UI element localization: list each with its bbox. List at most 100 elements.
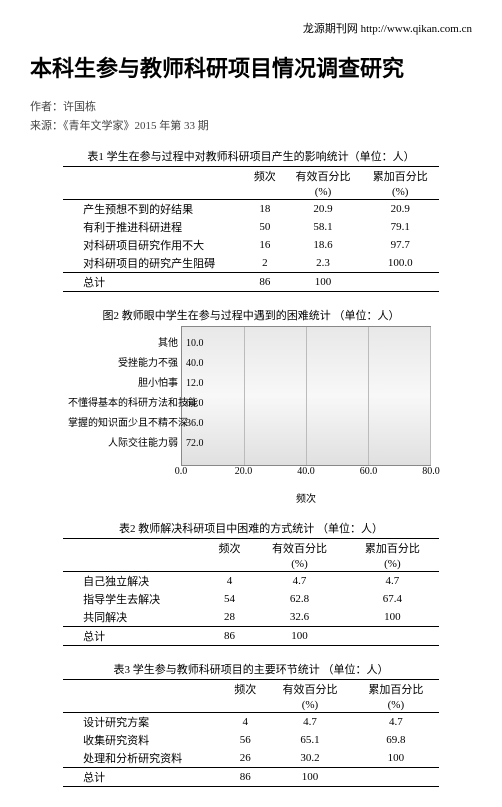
cell: 50 <box>245 218 284 236</box>
x-tick: 80.0 <box>422 466 440 477</box>
cell: 对科研项目的研究产生阻碍 <box>63 254 245 273</box>
t3-total-1: 86 <box>223 768 267 787</box>
table2: 频次 有效百分比 累加百分比 (%) (%) 自己独立解决44.74.7指导学生… <box>63 538 439 646</box>
chart-caption: 图2 教师眼中学生在参与过程中遇到的困难统计 （单位：人） <box>30 307 472 323</box>
t2-u3: (%) <box>346 557 439 572</box>
t1-u3: (%) <box>362 185 439 200</box>
grid-line <box>306 327 307 465</box>
t2-h3: 累加百分比 <box>346 539 439 558</box>
t2-total-label: 总计 <box>63 627 206 646</box>
cell: 32.6 <box>253 608 346 627</box>
bar-label: 胆小怕事 <box>68 377 182 391</box>
table-row: 处理和分析研究资料2630.2100 <box>63 749 439 768</box>
t3-u2: (%) <box>267 698 353 713</box>
t2-u2: (%) <box>253 557 346 572</box>
cell: 指导学生去解决 <box>63 590 206 608</box>
cell: 20.9 <box>362 200 439 219</box>
cell: 67.4 <box>346 590 439 608</box>
cell: 54 <box>206 590 253 608</box>
bar-label: 掌握的知识面少且不精不深 <box>68 417 182 431</box>
cell: 4.7 <box>346 572 439 591</box>
x-tick: 60.0 <box>360 466 378 477</box>
t3-h1: 频次 <box>223 680 267 699</box>
chart-x-title: 频次 <box>181 490 431 505</box>
chart-plot-area: 其他10.0受挫能力不强40.0胆小怕事12.0不懂得基本的科研方法和技能64.… <box>181 326 431 466</box>
x-tick: 0.0 <box>175 466 188 477</box>
cell: 2.3 <box>284 254 361 273</box>
t3-u3: (%) <box>353 698 439 713</box>
t2-total-1: 86 <box>206 627 253 646</box>
cell: 产生预想不到的好结果 <box>63 200 245 219</box>
cell: 26 <box>223 749 267 768</box>
cell: 有利于推进科研进程 <box>63 218 245 236</box>
cell: 100 <box>353 749 439 768</box>
table1-caption: 表1 学生在参与过程中对教师科研项目产生的影响统计（单位：人） <box>30 148 472 164</box>
cell: 16 <box>245 236 284 254</box>
cell: 收集研究资料 <box>63 731 223 749</box>
table1: 频次 有效百分比 累加百分比 (%) (%) 产生预想不到的好结果1820.92… <box>63 166 439 292</box>
t2-h2: 有效百分比 <box>253 539 346 558</box>
table3-caption: 表3 学生参与教师科研项目的主要环节统计 （单位：人） <box>30 661 472 677</box>
x-tick: 40.0 <box>297 466 315 477</box>
t3-u0 <box>63 698 223 713</box>
t3-h0 <box>63 680 223 699</box>
table-row: 对科研项目的研究产生阻碍22.3100.0 <box>63 254 439 273</box>
cell: 30.2 <box>267 749 353 768</box>
table-row: 对科研项目研究作用不大1618.697.7 <box>63 236 439 254</box>
grid-line <box>368 327 369 465</box>
site-url[interactable]: http://www.qikan.com.cn <box>361 23 472 35</box>
cell: 共同解决 <box>63 608 206 627</box>
t3-total-2: 100 <box>267 768 353 787</box>
author-label: 作者： <box>30 101 63 113</box>
t2-total-2: 100 <box>253 627 346 646</box>
t1-h0 <box>63 167 245 186</box>
cell: 对科研项目研究作用不大 <box>63 236 245 254</box>
cell: 79.1 <box>362 218 439 236</box>
cell: 28 <box>206 608 253 627</box>
cell: 4 <box>223 713 267 732</box>
t1-total-2: 100 <box>284 273 361 292</box>
cell: 58.1 <box>284 218 361 236</box>
bar-label: 人际交往能力弱 <box>68 437 182 451</box>
t2-h0 <box>63 539 206 558</box>
chart-x-ticks: 0.020.040.060.080.0 <box>181 466 431 480</box>
cell: 处理和分析研究资料 <box>63 749 223 768</box>
page-title: 本科生参与教师科研项目情况调查研究 <box>30 51 472 83</box>
t1-u0 <box>63 185 245 200</box>
cell: 4.7 <box>253 572 346 591</box>
cell: 2 <box>245 254 284 273</box>
bar-label: 受挫能力不强 <box>68 357 182 371</box>
bar-value: 10.0 <box>186 337 204 351</box>
cell: 69.8 <box>353 731 439 749</box>
t1-h2: 有效百分比 <box>284 167 361 186</box>
t3-h2: 有效百分比 <box>267 680 353 699</box>
t1-total-1: 86 <box>245 273 284 292</box>
table-row: 指导学生去解决5462.867.4 <box>63 590 439 608</box>
cell: 18 <box>245 200 284 219</box>
bar-value: 72.0 <box>186 437 204 451</box>
cell: 56 <box>223 731 267 749</box>
grid-line <box>430 327 431 465</box>
t2-u1 <box>206 557 253 572</box>
table-row: 收集研究资料5665.169.8 <box>63 731 439 749</box>
source-label: 来源： <box>30 120 63 132</box>
cell: 20.9 <box>284 200 361 219</box>
cell: 97.7 <box>362 236 439 254</box>
table2-caption: 表2 教师解决科研项目中困难的方式统计 （单位：人） <box>30 520 472 536</box>
t1-total-label: 总计 <box>63 273 245 292</box>
bar-value: 64.0 <box>186 397 204 411</box>
source-name: 《青年文学家》2015 年第 33 期 <box>63 120 209 132</box>
table-row: 共同解决2832.6100 <box>63 608 439 627</box>
cell: 65.1 <box>267 731 353 749</box>
t3-u1 <box>223 698 267 713</box>
t1-total-3 <box>362 273 439 292</box>
table-row: 有利于推进科研进程5058.179.1 <box>63 218 439 236</box>
bar-label: 不懂得基本的科研方法和技能 <box>68 397 182 411</box>
cell: 设计研究方案 <box>63 713 223 732</box>
site-header: 龙源期刊网 http://www.qikan.com.cn <box>30 20 472 36</box>
grid-line <box>244 327 245 465</box>
bar-chart: 其他10.0受挫能力不强40.0胆小怕事12.0不懂得基本的科研方法和技能64.… <box>71 326 431 505</box>
table-row: 设计研究方案44.74.7 <box>63 713 439 732</box>
bar-value: 36.0 <box>186 417 204 431</box>
t2-u0 <box>63 557 206 572</box>
